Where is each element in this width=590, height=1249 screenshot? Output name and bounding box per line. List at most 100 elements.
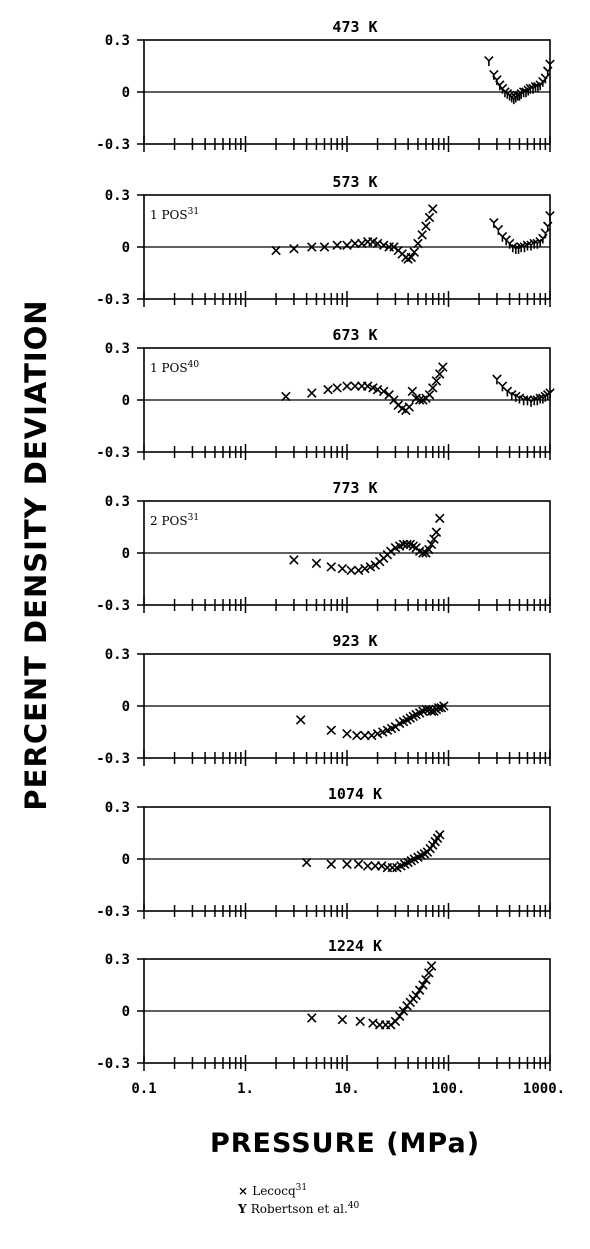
data-point — [281, 391, 291, 402]
panel-note: 1 POS31 — [150, 207, 199, 222]
y-tick-label: 0.3 — [105, 341, 130, 357]
data-point — [406, 252, 417, 263]
data-point — [372, 384, 383, 395]
y-tick-label: 0 — [122, 240, 130, 256]
data-point — [342, 381, 352, 391]
y-tick-label: 0 — [122, 393, 130, 409]
data-point — [529, 238, 540, 249]
panel-title: 673 K — [332, 326, 377, 344]
data-point — [411, 990, 421, 1001]
series-lecocq — [295, 701, 449, 741]
data-point — [421, 975, 431, 985]
panels: 0.3 0 -0.3 473 K 0.3 0 -0.3 573 K 1 POS31 0.3 0 -0.… — [96, 18, 555, 1072]
data-point — [342, 728, 352, 739]
series-robertson-et-al — [484, 56, 555, 105]
panel-title: 473 K — [332, 18, 377, 36]
data-point — [424, 390, 435, 400]
data-point — [353, 565, 364, 576]
data-point — [360, 563, 370, 574]
x-tick-label: 10. — [334, 1081, 359, 1097]
data-point — [522, 395, 533, 406]
y-tick-label: 0.3 — [105, 952, 130, 968]
data-point — [386, 1020, 396, 1030]
panel-6: 0.3 0 -0.3 1074 K — [96, 785, 551, 920]
legend-item: × Lecocq31 — [238, 1183, 307, 1198]
data-point — [493, 224, 504, 235]
data-point — [372, 238, 383, 249]
y-tick-label: 0 — [122, 546, 130, 562]
data-point — [350, 238, 360, 249]
data-point — [417, 230, 427, 240]
data-point — [514, 393, 525, 404]
data-point — [352, 730, 362, 741]
data-point — [386, 546, 396, 557]
data-point — [508, 242, 518, 253]
data-point — [372, 728, 383, 739]
data-point — [516, 242, 526, 253]
data-point — [360, 730, 370, 741]
data-point — [307, 1013, 317, 1023]
data-point — [434, 513, 445, 524]
y-tick-label: 0.3 — [105, 647, 130, 663]
y-tick-label: -0.3 — [96, 904, 130, 920]
data-point — [311, 558, 322, 569]
data-point — [489, 217, 499, 228]
panel-3: 0.3 0 -0.3 673 K 1 POS40 — [96, 326, 555, 461]
data-point — [484, 56, 494, 66]
y-axis-title: PERCENT DENSITY DEVIATION — [19, 299, 53, 810]
data-point — [434, 369, 445, 379]
data-point — [362, 381, 373, 391]
panel-note: 1 POS40 — [150, 360, 199, 375]
data-point — [424, 968, 434, 978]
data-point — [421, 704, 431, 715]
x-tick-label: 1. — [237, 1081, 254, 1097]
panel-1: 0.3 0 -0.3 473 K — [96, 18, 555, 153]
panel-title: 1074 K — [328, 785, 382, 803]
data-point — [545, 211, 555, 221]
y-tick-label: 0 — [122, 1004, 130, 1020]
data-point — [492, 374, 502, 385]
data-point — [545, 388, 555, 399]
data-point — [295, 715, 306, 725]
y-tick-label: 0 — [122, 699, 130, 715]
data-point — [366, 730, 377, 741]
panel-2: 0.3 0 -0.3 573 K 1 POS31 — [96, 173, 555, 308]
data-point — [362, 861, 373, 871]
data-point — [407, 386, 418, 397]
panel-title: 1224 K — [328, 937, 382, 955]
data-point — [378, 386, 389, 397]
data-point — [511, 391, 521, 402]
y-tick-label: -0.3 — [96, 292, 130, 308]
series-lecocq — [289, 513, 445, 576]
y-tick-label: -0.3 — [96, 137, 130, 153]
data-point — [271, 245, 281, 256]
panel-7: 0.3 0 -0.3 1224 K — [96, 937, 551, 1072]
data-point — [398, 1006, 409, 1016]
data-point — [418, 548, 428, 558]
data-point — [353, 859, 364, 869]
y-tick-label: 0.3 — [105, 188, 130, 204]
data-point — [492, 75, 502, 86]
data-point — [342, 240, 352, 251]
series-lecocq — [301, 829, 445, 873]
data-point — [346, 565, 356, 576]
data-point — [323, 384, 333, 395]
data-point — [545, 59, 555, 70]
series-robertson-et-al — [492, 374, 555, 407]
y-tick-label: -0.3 — [96, 598, 130, 614]
data-point — [326, 725, 337, 736]
data-point — [529, 395, 540, 406]
panel-4: 0.3 0 -0.3 773 K 2 POS31 — [96, 479, 551, 614]
data-point — [398, 539, 409, 550]
data-point — [413, 238, 423, 249]
data-point — [332, 383, 342, 393]
data-point — [307, 388, 317, 398]
y-tick-label: -0.3 — [96, 1056, 130, 1072]
data-point — [522, 240, 533, 251]
data-point — [289, 243, 299, 254]
data-point — [342, 859, 352, 869]
x-tick-label: 0.1 — [131, 1081, 156, 1097]
data-point — [439, 701, 449, 711]
data-point — [502, 386, 513, 397]
y-tick-label: 0.3 — [105, 33, 130, 49]
